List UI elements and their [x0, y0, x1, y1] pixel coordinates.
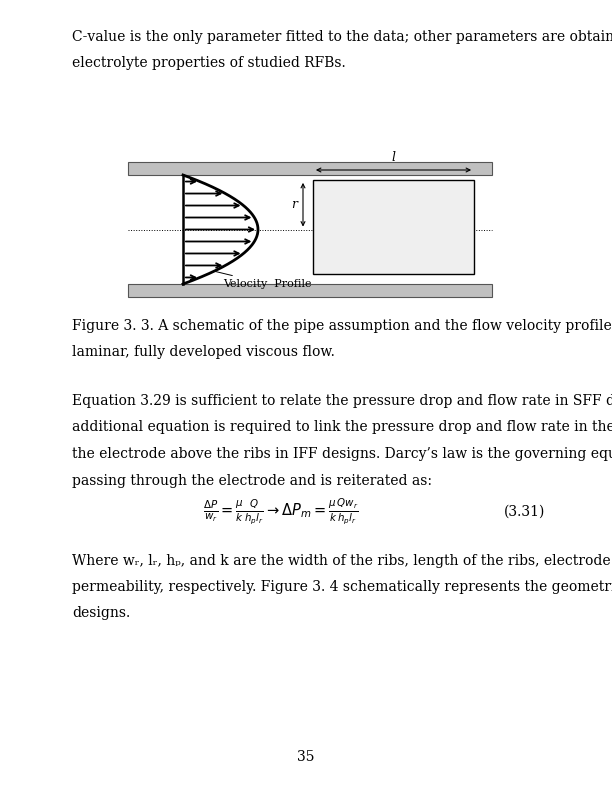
Text: passing through the electrode and is reiterated as:: passing through the electrode and is rei…	[72, 474, 432, 488]
Text: electrolyte properties of studied RFBs.: electrolyte properties of studied RFBs.	[72, 56, 346, 70]
Text: permeability, respectively. Figure 3. 4 schematically represents the geometric p: permeability, respectively. Figure 3. 4 …	[72, 580, 612, 594]
Text: C-value is the only parameter fitted to the data; other parameters are obtained : C-value is the only parameter fitted to …	[72, 30, 612, 44]
Text: designs.: designs.	[72, 607, 130, 620]
Bar	[128, 162, 492, 175]
Text: l: l	[392, 151, 395, 164]
Text: (3.31): (3.31)	[504, 505, 545, 519]
Text: Where wᵣ, lᵣ, hₚ, and k are the width of the ribs, length of the ribs, electrode: Where wᵣ, lᵣ, hₚ, and k are the width of…	[72, 554, 612, 568]
Text: additional equation is required to link the pressure drop and flow rate in the o: additional equation is required to link …	[72, 421, 612, 435]
Text: laminar, fully developed viscous flow.: laminar, fully developed viscous flow.	[72, 345, 335, 360]
Text: Figure 3. 3. A schematic of the pipe assumption and the flow velocity profile fo: Figure 3. 3. A schematic of the pipe ass…	[72, 319, 612, 333]
Text: Velocity  Profile: Velocity Profile	[214, 271, 312, 289]
Text: the electrode above the ribs in IFF designs. Darcy’s law is the governing equati: the electrode above the ribs in IFF desi…	[72, 447, 612, 461]
Bar	[128, 284, 492, 297]
Text: 35: 35	[297, 750, 315, 764]
Bar	[313, 180, 474, 274]
Text: $\frac{\Delta P}{w_r} = \frac{\mu}{k}\frac{Q}{h_p l_r} \rightarrow \Delta P_m = : $\frac{\Delta P}{w_r} = \frac{\mu}{k}\fr…	[203, 497, 359, 527]
Text: r: r	[291, 198, 297, 211]
Text: Equation 3.29 is sufficient to relate the pressure drop and flow rate in SFF des: Equation 3.29 is sufficient to relate th…	[72, 394, 612, 408]
